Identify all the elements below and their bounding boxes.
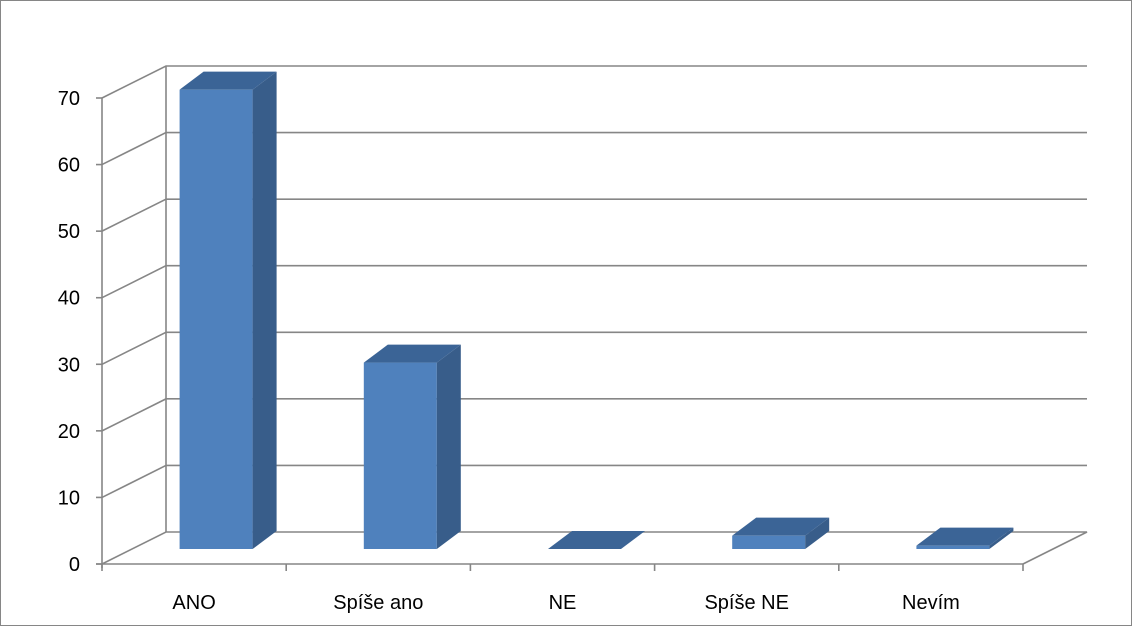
x-tick-label: Nevím	[902, 592, 960, 614]
bar-ano	[179, 71, 277, 550]
bar-spíše-ne	[732, 517, 830, 549]
y-tick-label: 60	[58, 155, 80, 177]
x-tick-labels: ANO Spíše ano NE Spíše NE Nevím	[172, 592, 959, 614]
bar-side	[252, 71, 277, 550]
y-tick-label: 20	[58, 421, 80, 443]
y-tick-label: 40	[58, 288, 80, 310]
bar-side	[436, 344, 461, 549]
bar-side	[989, 527, 1014, 549]
bar-side	[805, 517, 830, 549]
y-tick-label: 0	[69, 554, 80, 576]
bar-top	[548, 531, 645, 549]
x-tick-label: ANO	[172, 592, 215, 614]
bar-top	[179, 71, 277, 90]
bar-front	[916, 545, 990, 549]
bar-spíše-ano	[363, 344, 461, 549]
y-tick-label: 10	[58, 487, 80, 509]
x-tick-label: NE	[549, 592, 577, 614]
bar-front	[363, 362, 437, 549]
bar-top	[732, 517, 830, 536]
bar-ne	[548, 531, 645, 549]
x-tick-label: Spíše ano	[333, 592, 423, 614]
y-tick-label: 70	[58, 88, 80, 110]
y-tick-label: 50	[58, 221, 80, 243]
bars	[179, 71, 1014, 550]
y-tick-label: 30	[58, 354, 80, 376]
bar-front	[179, 89, 253, 550]
bar-front	[732, 535, 806, 549]
bar-nevím	[916, 527, 1014, 549]
axes	[96, 66, 1088, 571]
bar-top	[363, 344, 461, 363]
x-tick-label: Spíše NE	[704, 592, 788, 614]
bar-top	[916, 527, 1014, 546]
y-tick-labels: 0 10 20 30 40 50 60 70	[58, 88, 80, 576]
